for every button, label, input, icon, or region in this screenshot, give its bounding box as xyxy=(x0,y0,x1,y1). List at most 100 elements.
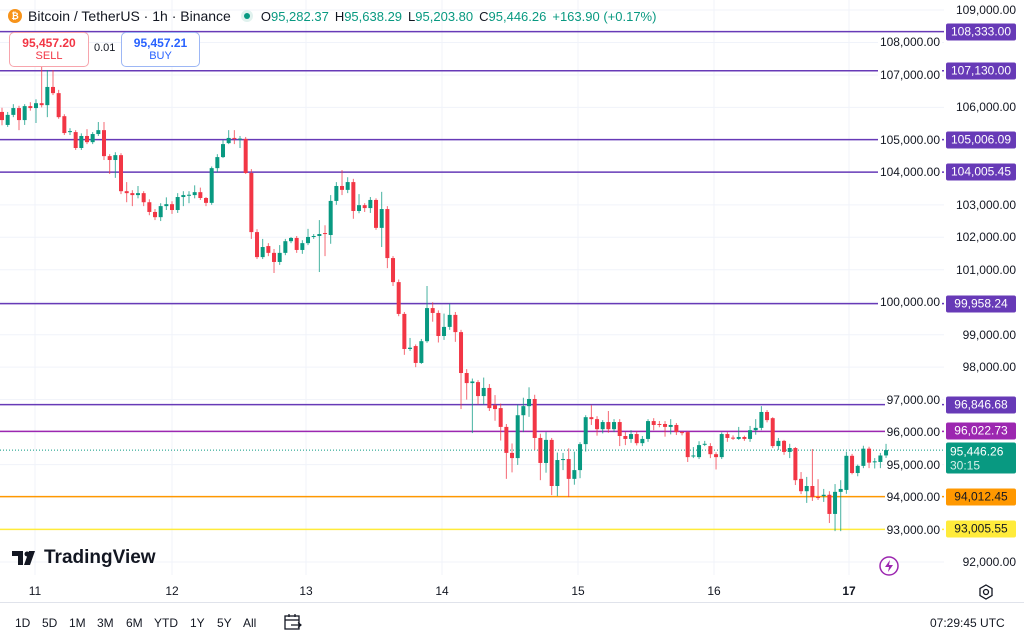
candle-body xyxy=(702,443,707,445)
candle-body xyxy=(498,408,503,427)
price-tick-label: 99,000.00 xyxy=(962,327,1016,342)
candle-body xyxy=(736,436,741,439)
candle-body xyxy=(691,455,696,457)
timeframe-button-6m[interactable]: 6M xyxy=(126,616,143,630)
settings-icon[interactable] xyxy=(977,583,995,601)
price-axis[interactable]: 109,000.00 106,000.00 103,000.00 102,000.00… xyxy=(944,0,1024,575)
timeframe-button-all[interactable]: All xyxy=(243,616,257,630)
candle-body xyxy=(708,446,713,455)
candle-body xyxy=(73,132,78,148)
candle-body xyxy=(680,432,685,434)
level-price-label[interactable]: 108,333.00 xyxy=(946,23,1016,41)
candle-body xyxy=(260,247,265,258)
candle-body xyxy=(538,437,543,463)
candle-body xyxy=(22,106,27,121)
time-tick-label: 16 xyxy=(707,584,721,598)
candle-body xyxy=(714,454,719,458)
candle-body xyxy=(340,185,345,190)
buy-button[interactable]: 95,457.21 BUY xyxy=(121,32,200,67)
candle-body xyxy=(476,382,481,397)
candle-body xyxy=(555,460,560,487)
candle-body xyxy=(266,246,271,253)
price-tick-label: 107,000.00 xyxy=(877,67,942,82)
level-price-label[interactable]: 104,005.45 xyxy=(946,163,1016,181)
ohlc-open-label: O xyxy=(260,8,271,24)
order-quantity[interactable]: 0.01 xyxy=(94,42,116,54)
candle-body xyxy=(153,211,158,218)
ohlc-low-label: L xyxy=(408,8,416,24)
candle-body xyxy=(255,232,260,258)
candle-body xyxy=(646,421,651,439)
candle-body xyxy=(215,157,220,169)
candle-body xyxy=(504,426,509,453)
candle-body xyxy=(408,347,413,349)
timeframe-button-1d[interactable]: 1D xyxy=(15,616,31,630)
timeframe-button-1m[interactable]: 1M xyxy=(69,616,86,630)
price-tick-label: 109,000.00 xyxy=(955,3,1016,17)
level-price-label[interactable]: 96,846.68 xyxy=(946,396,1016,414)
bitcoin-icon: ₿ xyxy=(8,9,22,23)
ohlc-close-label: C xyxy=(479,8,489,24)
clock-utc[interactable]: 07:29:45 UTC xyxy=(930,616,1005,630)
level-price-label[interactable]: 94,012.45 xyxy=(946,488,1016,506)
candle-body xyxy=(198,192,203,199)
candle-body xyxy=(493,405,498,410)
candle-body xyxy=(5,114,10,125)
candle-body xyxy=(39,103,44,106)
price-tick-label: 100,000.00 xyxy=(877,295,942,310)
timeframe-button-3m[interactable]: 3M xyxy=(97,616,114,630)
candle-body xyxy=(90,134,95,143)
candle-body xyxy=(770,418,775,447)
timeframe-button-5y[interactable]: 5Y xyxy=(217,616,232,630)
ohlc-close-value: 95,446.26 xyxy=(488,8,547,24)
timeframe-button-5d[interactable]: 5D xyxy=(42,616,58,630)
candle-body xyxy=(45,86,50,106)
candle-body xyxy=(430,308,435,313)
candle-body xyxy=(311,235,316,237)
level-price-label[interactable]: 93,005.55 xyxy=(946,520,1016,538)
chart-pane[interactable] xyxy=(0,0,944,575)
timeframe-button-1y[interactable]: 1Y xyxy=(190,616,205,630)
ohlc-high-value: 95,638.29 xyxy=(344,8,403,24)
candle-body xyxy=(102,130,107,157)
candle-body xyxy=(578,444,583,471)
level-price-label[interactable]: 107,130.00 xyxy=(946,62,1016,80)
level-price-label[interactable]: 99,958.24 xyxy=(946,295,1016,313)
candle-body xyxy=(850,455,855,474)
candle-body xyxy=(804,486,809,492)
candle-body xyxy=(595,419,600,430)
tradingview-logo[interactable]: TradingView xyxy=(12,547,156,569)
candle-body xyxy=(719,434,724,458)
level-price-label[interactable]: 105,006.09 xyxy=(946,131,1016,149)
time-tick-label: 13 xyxy=(299,584,313,598)
candle-body xyxy=(192,192,197,196)
sell-label: SELL xyxy=(35,50,63,62)
candle-body xyxy=(158,206,163,218)
candle-body xyxy=(827,494,832,514)
candle-body xyxy=(345,182,350,190)
ohlc-open: O95,282.37 xyxy=(261,9,329,24)
lightning-alert-icon[interactable] xyxy=(878,555,900,577)
bottom-toolbar: 1D 5D 1M 3M 6M YTD 1Y 5Y All 07:29:45 UTC xyxy=(0,602,1024,639)
calendar-range-icon[interactable] xyxy=(283,612,303,632)
candle-body xyxy=(34,103,39,109)
level-price-label[interactable]: 96,022.73 xyxy=(946,422,1016,440)
candle-body xyxy=(277,252,282,262)
candle-body xyxy=(419,341,424,363)
candle-body xyxy=(238,138,243,140)
candle-body xyxy=(413,346,418,363)
candle-body xyxy=(623,436,628,439)
sell-price: 95,457.20 xyxy=(22,36,76,50)
sell-button[interactable]: 95,457.20 SELL xyxy=(9,32,89,67)
candle-body xyxy=(668,424,673,427)
candle-body xyxy=(753,427,758,431)
symbol-title[interactable]: Bitcoin / TetherUS · 1h · Binance xyxy=(28,8,231,24)
candle-body xyxy=(487,387,492,409)
candle-body xyxy=(289,237,294,242)
candle-body xyxy=(209,168,214,203)
candle-body xyxy=(674,424,679,433)
candle-body xyxy=(181,195,186,198)
ohlc-low-value: 95,203.80 xyxy=(415,8,474,24)
candle-body xyxy=(833,491,838,514)
timeframe-button-ytd[interactable]: YTD xyxy=(154,616,178,630)
